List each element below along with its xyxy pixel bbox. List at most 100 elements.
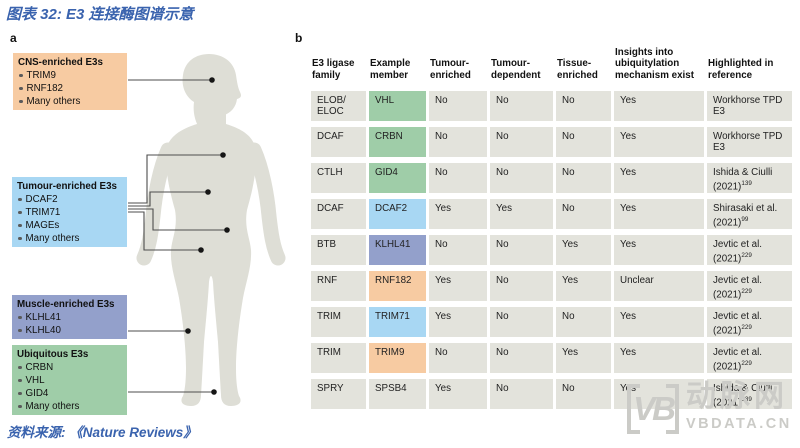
body-left-arm-silhouette	[136, 142, 176, 266]
cell-member: CRBN	[369, 127, 426, 157]
watermark-url: VBDATA.CN	[686, 416, 792, 432]
legend-box-green: Ubiquitous E3s CRBN VHL GID4 Many others	[12, 345, 127, 415]
cell-family: TRIM	[311, 307, 366, 337]
cell-tissue_enriched: No	[556, 163, 611, 193]
cell-member: KLHL41	[369, 235, 426, 265]
legend-box-item: Many others	[17, 400, 122, 413]
bullet-icon	[18, 315, 22, 320]
body-torso-legs-silhouette	[166, 106, 256, 406]
column-header: Tumour-dependent	[491, 58, 541, 81]
legend-box-item: KLHL41	[17, 311, 122, 324]
legend-box-title: CNS-enriched E3s	[18, 57, 103, 68]
connector-tumour-4	[128, 211, 200, 251]
cell-tumour_dependent: No	[490, 91, 553, 121]
cell-reference: Jevtic et al. (2021)229	[707, 343, 792, 373]
legend-item-label: KLHL40	[25, 325, 61, 336]
anatomy-dot-pelvis	[198, 247, 204, 253]
cell-reference: Ishida & Ciulli (2021)139	[707, 379, 792, 409]
figure-title: 图表 32: E3 连接酶图谱示意	[6, 6, 194, 23]
bullet-icon	[18, 365, 22, 370]
legend-item-label: DCAF2	[25, 194, 58, 205]
legend-item-label: Many others	[25, 233, 80, 244]
cell-tumour_dependent: No	[490, 163, 553, 193]
legend-item-label: CRBN	[25, 362, 54, 373]
legend-item-label: TRIM71	[25, 207, 61, 218]
legend-box-item: DCAF2	[17, 193, 122, 206]
legend-item-label: GID4	[25, 388, 49, 399]
cell-member: GID4	[369, 163, 426, 193]
legend-box-purple: Muscle-enriched E3s KLHL41 KLHL40	[12, 295, 127, 339]
reference-text: Workhorse TPD E3	[713, 95, 783, 118]
body-right-arm-silhouette	[246, 142, 286, 266]
cell-family: SPRY	[311, 379, 366, 409]
anatomy-dot-lower-leg	[211, 389, 217, 395]
cell-tumour_dependent: No	[490, 343, 553, 373]
bullet-icon	[18, 404, 22, 409]
cell-tumour_enriched: No	[429, 163, 487, 193]
reference-text: Ishida & Ciulli (2021)	[713, 383, 773, 409]
legend-box-item: RNF182	[18, 82, 122, 95]
bullet-icon	[19, 99, 23, 104]
legend-box-item: VHL	[17, 374, 122, 387]
legend-item-label: Many others	[26, 96, 81, 107]
cell-family: DCAF	[311, 127, 366, 157]
cell-insights: Yes	[614, 235, 704, 265]
legend-item-label: VHL	[25, 375, 45, 386]
legend-item-label: KLHL41	[25, 312, 61, 323]
cell-reference: Jevtic et al. (2021)229	[707, 235, 792, 265]
bullet-icon	[18, 223, 22, 228]
cell-insights: Yes	[614, 199, 704, 229]
watermark: VB 动脉网 VBDATA.CN	[627, 381, 792, 437]
legend-box-orange: CNS-enriched E3s TRIM9 RNF182 Many others	[13, 53, 127, 110]
cell-tumour_enriched: Yes	[429, 199, 487, 229]
bracket-right-icon	[666, 384, 679, 434]
cell-insights: Yes	[614, 127, 704, 157]
cell-reference: Jevtic et al. (2021)229	[707, 271, 792, 301]
reference-superscript: 99	[741, 216, 749, 224]
anatomy-dot-breast	[205, 189, 211, 195]
legend-box-blue: Tumour-enriched E3s DCAF2 TRIM71 MAGEs Many …	[12, 177, 127, 247]
legend-box-item: GID4	[17, 387, 122, 400]
reference-text: Jevtic et al. (2021)	[713, 275, 763, 301]
reference-text: Jevtic et al. (2021)	[713, 347, 763, 373]
reference-superscript: 139	[741, 180, 752, 188]
cell-member: RNF182	[369, 271, 426, 301]
reference-superscript: 229	[741, 360, 752, 368]
legend-item-label: MAGEs	[25, 220, 60, 231]
cell-reference: Workhorse TPD E3	[707, 91, 792, 121]
cell-tumour_dependent: Yes	[490, 199, 553, 229]
cell-family: CTLH	[311, 163, 366, 193]
connector-tumour-3	[128, 208, 226, 231]
cell-tumour_dependent: No	[490, 271, 553, 301]
cell-family: ELOB/ ELOC	[311, 91, 366, 121]
cell-tissue_enriched: Yes	[556, 271, 611, 301]
column-header: E3 ligase family	[312, 58, 355, 81]
cell-tumour_enriched: Yes	[429, 379, 487, 409]
connector-tumour-1	[128, 154, 222, 204]
connector-tumour-2	[128, 191, 207, 207]
panel-a-label: a	[10, 31, 17, 45]
reference-superscript: 139	[741, 396, 752, 404]
panel-b-label: b	[295, 31, 303, 45]
cell-reference: Shirasaki et al. (2021)99	[707, 199, 792, 229]
column-header: Insights into ubiquitylation mechanism e…	[615, 47, 694, 81]
cell-tissue_enriched: No	[556, 307, 611, 337]
anatomy-dot-chest	[220, 152, 226, 158]
cell-tumour_enriched: No	[429, 343, 487, 373]
reference-text: Workhorse TPD E3	[713, 131, 783, 154]
cell-insights: Yes	[614, 307, 704, 337]
cell-tumour_enriched: No	[429, 235, 487, 265]
bullet-icon	[18, 236, 22, 241]
cell-tissue_enriched: Yes	[556, 343, 611, 373]
bullet-icon	[19, 73, 23, 78]
reference-superscript: 229	[741, 324, 752, 332]
vb-logo-text: VB	[633, 390, 676, 427]
legend-box-item: TRIM9	[18, 69, 122, 82]
cell-tissue_enriched: Yes	[556, 235, 611, 265]
cell-reference: Ishida & Ciulli (2021)139	[707, 163, 792, 193]
bullet-icon	[18, 210, 22, 215]
cell-insights: Yes	[614, 91, 704, 121]
column-header: Tumour-enriched	[430, 58, 471, 81]
e3-ligase-table: E3 ligase family Example member Tumour-enr…	[311, 46, 792, 409]
